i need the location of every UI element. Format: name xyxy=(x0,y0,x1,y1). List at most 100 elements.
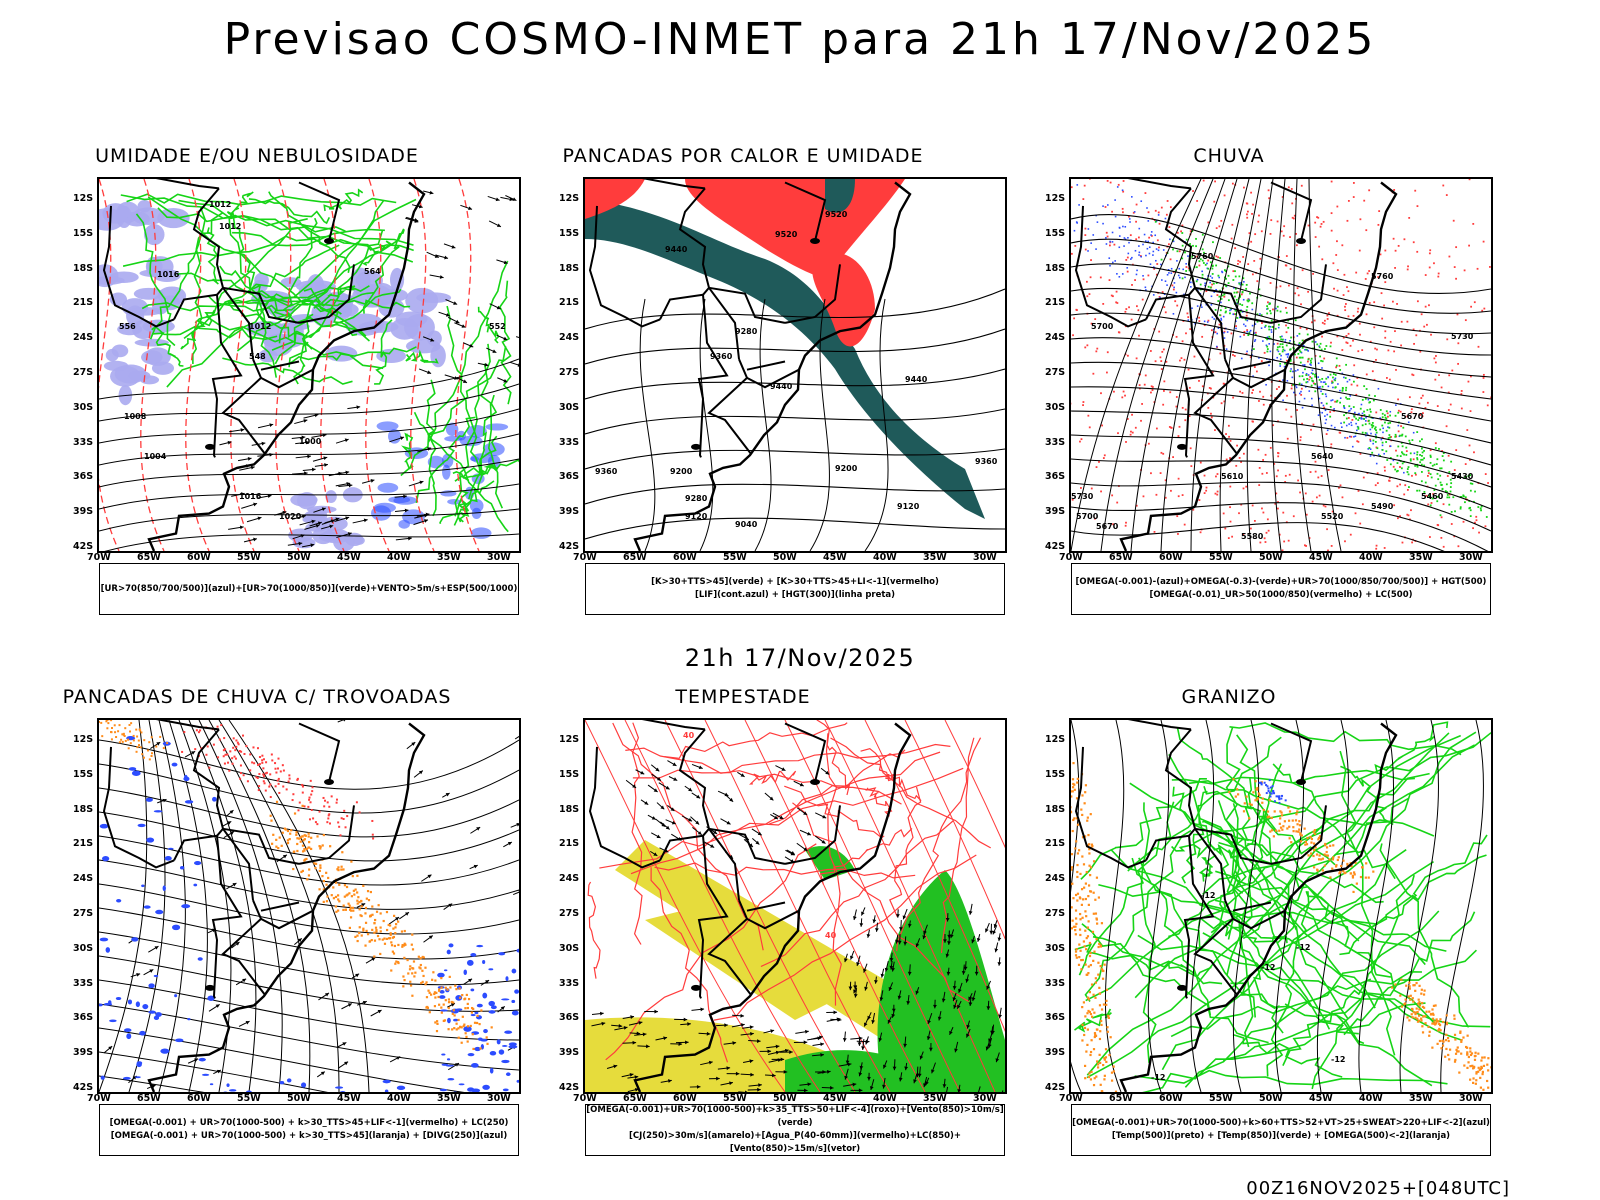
map-area: -12 -12 -12 -12 -12 xyxy=(1069,718,1493,1094)
state-border xyxy=(1232,360,1272,371)
state-border xyxy=(260,901,300,912)
lat-tick-label: 21S xyxy=(73,297,94,309)
state-border xyxy=(222,827,300,865)
contour-label: 5730 xyxy=(1451,332,1474,341)
lat-tick-label: 27S xyxy=(1045,367,1066,378)
state-border xyxy=(298,264,355,324)
main-title: Previsao COSMO-INMET para 21h 17/Nov/202… xyxy=(223,14,1377,65)
state-border xyxy=(1232,909,1286,930)
contour-label: 5580 xyxy=(1241,532,1264,541)
lon-tick-label: 55W xyxy=(1209,1093,1233,1104)
lon-tick-label: 50W xyxy=(773,1093,797,1104)
legend-box: [OMEGA(-0.001) + UR>70(1000-500) + k>30_… xyxy=(99,1104,519,1156)
map-svg: -12 -12 -12 -12 -12 xyxy=(1071,720,1491,1092)
lat-tick-label: 42S xyxy=(559,541,580,552)
state-border xyxy=(1127,720,1192,731)
lon-tick-label: 40W xyxy=(873,1093,897,1104)
lon-tick-label: 35W xyxy=(1409,552,1433,563)
lat-tick-label: 39S xyxy=(73,1047,94,1059)
lon-tick-label: 30W xyxy=(1459,552,1483,563)
panel-title: PANCADAS DE CHUVA C/ TROVOADAS xyxy=(62,686,452,708)
lon-tick-label: 50W xyxy=(1259,552,1283,563)
state-border xyxy=(155,720,220,731)
contour-label: 5670 xyxy=(1096,522,1119,531)
contour-label: 1004 xyxy=(144,452,167,461)
lon-tick-label: 55W xyxy=(723,1093,747,1104)
state-border xyxy=(1270,805,1327,865)
state-border xyxy=(1232,368,1286,389)
lon-tick-label: 30W xyxy=(487,552,511,563)
state-border xyxy=(1194,286,1272,324)
lat-tick-label: 21S xyxy=(1045,838,1066,850)
state-border xyxy=(298,805,355,865)
lon-tick-label: 55W xyxy=(237,552,261,563)
lon-tick-label: 40W xyxy=(1359,552,1383,563)
contour-label: 9520 xyxy=(825,210,848,219)
lon-tick-label: 65W xyxy=(137,552,161,563)
lon-tick-label: 35W xyxy=(437,552,461,563)
state-border xyxy=(222,286,300,324)
state-border xyxy=(784,722,827,783)
lat-tick-label: 18S xyxy=(559,262,580,274)
lat-tick-label: 36S xyxy=(559,471,580,483)
coastline xyxy=(633,722,912,1092)
state-border xyxy=(659,293,704,320)
state-border xyxy=(173,834,218,861)
state-border xyxy=(746,909,800,930)
state-border xyxy=(1164,728,1197,837)
state-border xyxy=(1194,287,1226,360)
state-border xyxy=(222,287,254,360)
legend-line: [OMEGA(-0.001) + UR>70(1000-500) + k>30_… xyxy=(109,1118,509,1128)
panel-title: UMIDADE E/OU NEBULOSIDADE xyxy=(95,145,419,167)
lon-tick-label: 65W xyxy=(1109,552,1133,563)
map-area: 5760 5760 5730 5670 5640 5610 5580 5520 5490 5460… xyxy=(1069,177,1493,553)
lon-tick-label: 30W xyxy=(973,1093,997,1104)
contour-label: 5730 xyxy=(1071,492,1094,501)
contour-label: 1016 xyxy=(239,492,262,501)
lat-tick-label: 15S xyxy=(73,768,94,780)
state-border xyxy=(708,828,740,901)
legend-line: [OMEGA(-0.001)-(azul)+OMEGA(-0.3)-(verde… xyxy=(1075,577,1487,587)
contour-label: 9520 xyxy=(775,230,798,239)
contour-label: 5490 xyxy=(1371,502,1394,511)
panel-tempestade: TEMPESTADE4040504012S15S18S21S24S27S30S3… xyxy=(508,686,1007,1186)
lon-tick-label: 70W xyxy=(573,1093,597,1104)
legend-box: [OMEGA(-0.001)-(azul)+OMEGA(-0.3)-(verde… xyxy=(1071,563,1491,615)
lat-tick-label: 30S xyxy=(559,942,580,954)
state-border xyxy=(784,264,841,324)
state-border xyxy=(1183,294,1215,458)
lat-tick-label: 24S xyxy=(73,873,94,885)
legend-line: [OMEGA(-0.001)+UR>70(1000-500)+k>60+TTS>… xyxy=(1072,1118,1490,1128)
lon-tick-label: 70W xyxy=(573,552,597,563)
lon-tick-label: 70W xyxy=(1059,1093,1083,1104)
lat-tick-label: 12S xyxy=(1045,193,1066,204)
lon-tick-label: 60W xyxy=(673,552,697,563)
contour-label: 40 xyxy=(885,773,897,782)
legend-line: [UR>70(850/700/500)](azul)+[UR>70(1000/8… xyxy=(100,583,518,594)
lat-tick-label: 42S xyxy=(1045,541,1066,552)
contour-label: 5700 xyxy=(1091,322,1114,331)
map-svg: 40405040 xyxy=(585,720,1005,1092)
mid-title: 21h 17/Nov/2025 xyxy=(684,644,916,672)
lat-tick-label: 15S xyxy=(73,227,94,239)
lat-tick-label: 30S xyxy=(73,942,94,954)
state-border xyxy=(1270,181,1313,242)
contour-label: 9280 xyxy=(735,327,758,336)
lat-tick-label: 33S xyxy=(1045,977,1066,989)
state-border xyxy=(708,287,740,360)
contour-label: 1008 xyxy=(124,412,147,421)
lat-tick-label: 18S xyxy=(1045,803,1066,815)
lat-tick-label: 42S xyxy=(1045,1082,1066,1093)
panel-title: CHUVA xyxy=(1193,145,1265,167)
state-border xyxy=(1074,746,1147,869)
state-border xyxy=(1193,899,1238,996)
lat-tick-label: 12S xyxy=(559,193,580,204)
lat-tick-label: 39S xyxy=(559,506,580,518)
lon-tick-label: 30W xyxy=(487,1093,511,1104)
state-border xyxy=(746,901,786,912)
legend-line: [CJ(250)>30m/s](amarelo)+[Agua_P(40-60mm… xyxy=(628,1131,962,1154)
contour-label: 1012 xyxy=(249,322,271,331)
state-border xyxy=(641,720,706,731)
lon-tick-label: 65W xyxy=(623,552,647,563)
lon-tick-label: 50W xyxy=(1259,1093,1283,1104)
